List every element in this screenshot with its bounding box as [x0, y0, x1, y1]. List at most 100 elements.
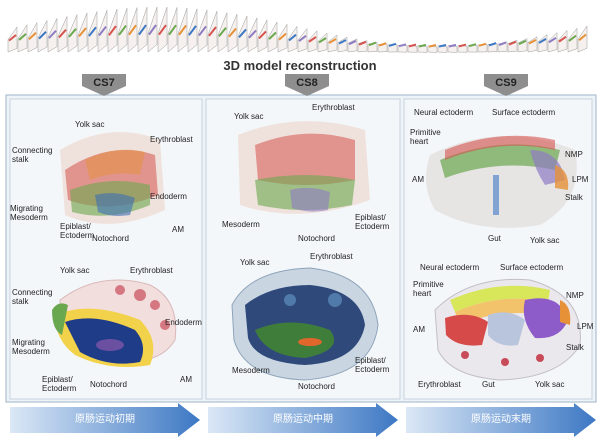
slice-mark [228, 27, 237, 38]
slice-mark [368, 41, 377, 47]
slice-mark [118, 25, 127, 36]
slice-mark [298, 35, 307, 42]
anatomy-label: Surface ectoderm [492, 108, 556, 117]
anatomy-label: Yolk sac [60, 266, 90, 275]
cs7-model [52, 279, 177, 368]
stage-label: CS9 [495, 77, 517, 89]
slice-mark [458, 43, 467, 48]
slice-mark [478, 42, 487, 47]
slice-mark [498, 41, 507, 46]
slice [17, 23, 28, 53]
slice-mark [398, 43, 407, 48]
slice-mark [558, 35, 567, 43]
slice-mark [98, 25, 107, 37]
anatomy-label: Yolk sac [535, 380, 565, 389]
slice-mark [358, 40, 367, 46]
anatomy-label: Notochord [92, 234, 129, 243]
stage-label: CS8 [296, 77, 318, 89]
slice [307, 30, 318, 53]
anatomy-label: Epiblast/ Ectoderm [355, 356, 390, 374]
anatomy-label: Gut [488, 234, 501, 243]
anatomy-label: Erythroblast [130, 266, 173, 275]
cs9-model [434, 278, 581, 381]
slice-mark [68, 28, 77, 38]
cs8-point-cloud [238, 121, 370, 214]
slice [527, 36, 538, 53]
slice [337, 36, 348, 53]
phase-label: 原肠运动初期 [75, 414, 135, 425]
cs9-point-cloud [426, 135, 577, 228]
anatomy-label: Yolk sac [240, 258, 270, 267]
anatomy-label: AM [172, 225, 184, 234]
anatomy-label: Neural ectoderm [414, 108, 474, 117]
slice-mark [278, 32, 287, 41]
phase-label: 原肠运动中期 [273, 414, 333, 425]
slice [277, 23, 288, 53]
slice-mark [38, 31, 47, 40]
slice-mark [338, 39, 347, 45]
phase-arrow [10, 403, 200, 437]
anatomy-label: Surface ectoderm [500, 263, 564, 272]
anatomy-label: Gut [482, 380, 495, 389]
slice-mark [78, 27, 87, 38]
anatomy-label: Notochord [298, 382, 335, 391]
anatomy-label: Endoderm [165, 318, 202, 327]
anatomy-label: Yolk sac [75, 120, 105, 129]
slice-mark [158, 24, 167, 36]
slice-mark [418, 43, 427, 48]
slice-mark [218, 27, 227, 37]
anatomy-label: Epiblast/ Ectoderm [60, 222, 95, 240]
anatomy-label: AM [412, 175, 424, 184]
slice-mark [268, 31, 277, 40]
slice-mark [258, 30, 267, 40]
anatomy-label: Connecting stalk [12, 146, 53, 164]
slice-mark [198, 25, 207, 37]
slice [567, 27, 578, 53]
slice-mark [508, 40, 517, 46]
anatomy-label: LPM [572, 175, 589, 184]
anatomy-label: Migrating Mesoderm [10, 204, 48, 222]
slice-mark [88, 26, 97, 37]
slice-mark [308, 36, 317, 43]
anatomy-label: Notochord [298, 234, 335, 243]
anatomy-label: NMP [565, 150, 583, 159]
phase-arrow [208, 403, 398, 437]
slice-mark [428, 44, 437, 48]
anatomy-label: NMP [566, 291, 584, 300]
slice-mark [18, 33, 27, 41]
slice-mark [438, 44, 447, 48]
slice-mark [58, 29, 67, 39]
slice-mark [148, 24, 157, 36]
anatomy-label: Mesoderm [222, 220, 260, 229]
slice-mark [568, 34, 577, 42]
anatomy-label: Erythroblast [418, 380, 461, 389]
anatomy-label: Erythroblast [150, 135, 193, 144]
slice-mark [208, 26, 217, 37]
slice [557, 29, 568, 53]
anatomy-label: LPM [577, 322, 594, 331]
anatomy-label: Primitive heart [413, 280, 444, 298]
slice-mark [248, 29, 257, 39]
phase-arrow [406, 403, 596, 437]
slice-mark [518, 39, 527, 45]
slice-mark [168, 24, 177, 36]
slice-mark [538, 37, 547, 44]
anatomy-label: Neural ectoderm [420, 263, 480, 272]
slice-mark [468, 43, 477, 48]
anatomy-label: Yolk sac [234, 112, 264, 121]
stage-chevron [82, 74, 126, 96]
cs7-point-cloud [60, 132, 165, 224]
stage-chevron [285, 74, 329, 96]
anatomy-label: Endoderm [150, 192, 187, 201]
anatomy-label: AM [180, 375, 192, 384]
slice-mark [318, 37, 327, 44]
slice [297, 27, 308, 53]
anatomy-label: Epiblast/ Ectoderm [355, 213, 390, 231]
slice-mark [188, 25, 197, 36]
anatomy-label: Primitive heart [410, 128, 441, 146]
slice-mark [408, 43, 417, 48]
slice-mark [128, 24, 137, 36]
stage-label: CS7 [93, 77, 115, 89]
